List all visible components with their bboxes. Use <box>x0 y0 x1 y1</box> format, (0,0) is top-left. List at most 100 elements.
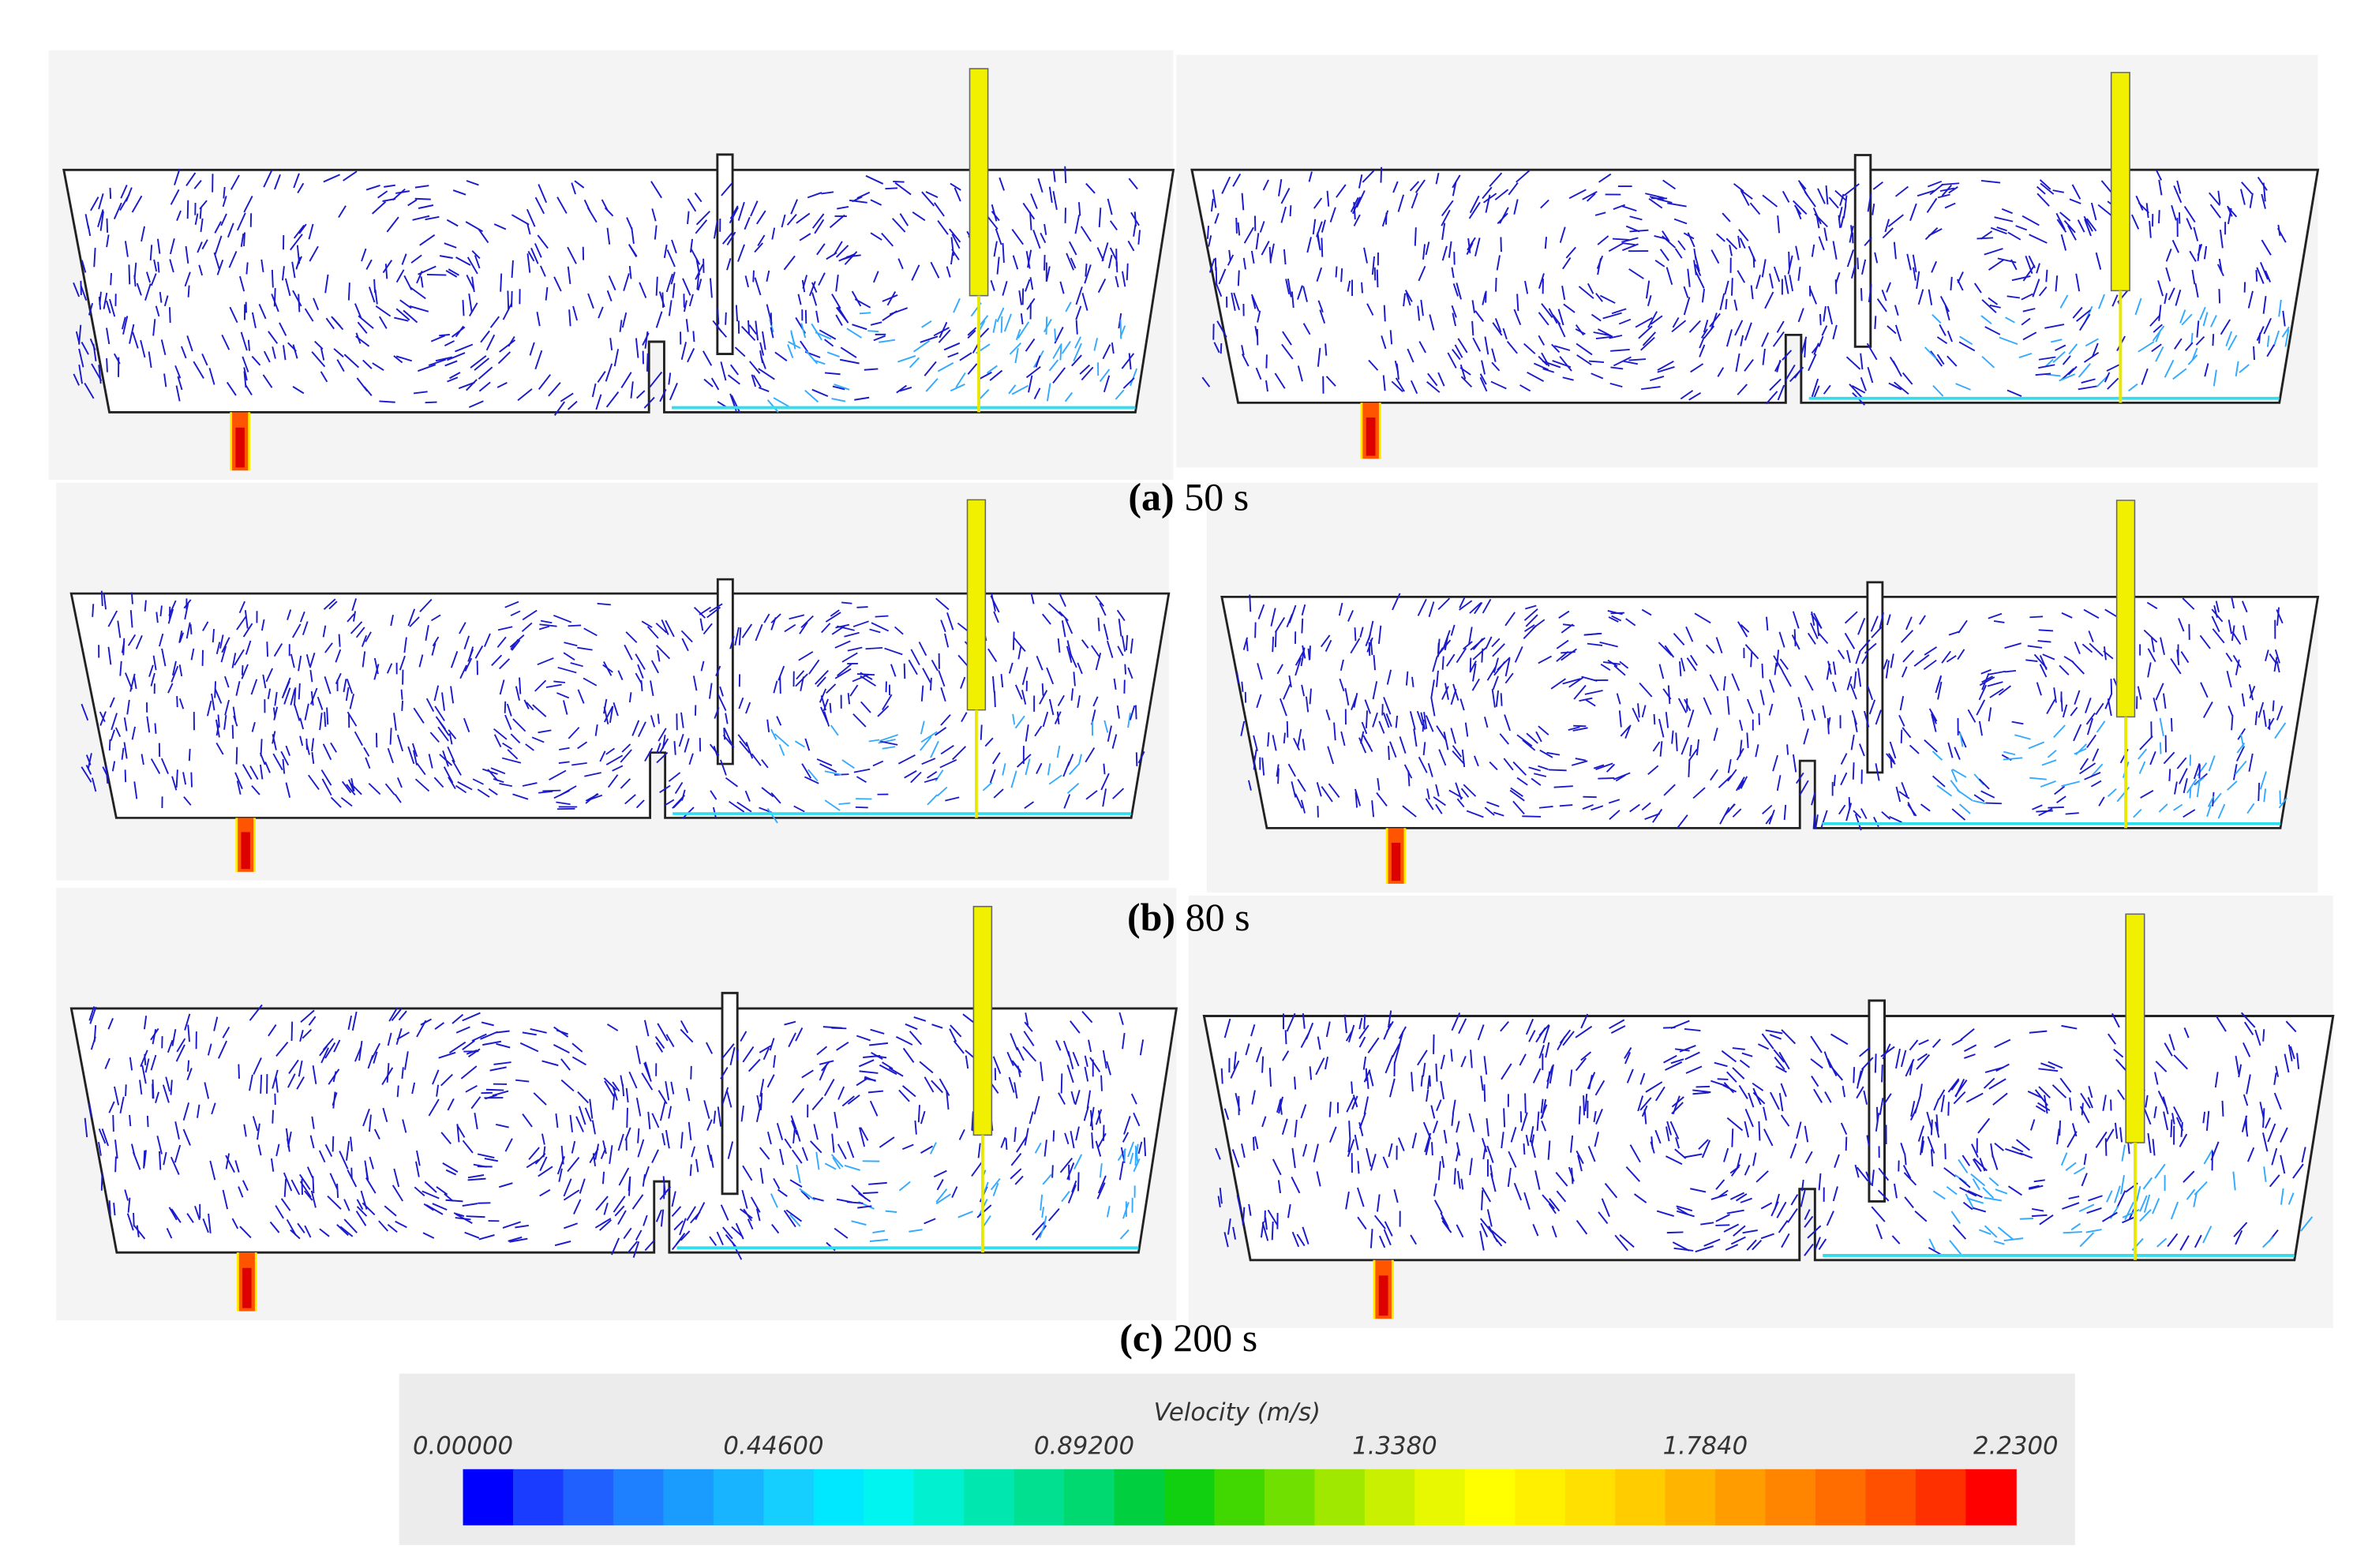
flow-vector <box>1931 313 1942 324</box>
flow-vector <box>2171 239 2179 253</box>
flow-vector <box>563 1178 572 1197</box>
flow-vector <box>1471 300 1476 313</box>
flow-vector <box>606 1024 619 1031</box>
flow-vector <box>984 737 994 747</box>
flow-vector <box>1133 1158 1141 1173</box>
flow-vector <box>922 668 931 683</box>
flow-vector <box>1325 709 1331 720</box>
flow-vector <box>1436 1099 1442 1111</box>
flow-vector <box>913 1016 927 1022</box>
flow-vector <box>872 271 879 283</box>
flow-vector <box>440 1073 453 1087</box>
flow-vector <box>207 1043 212 1056</box>
flow-vector <box>132 1151 141 1170</box>
flow-vector <box>873 335 886 342</box>
flow-vector <box>133 262 137 279</box>
flow-vector <box>500 273 503 292</box>
flow-vector <box>446 352 466 361</box>
flow-vector <box>1886 614 1891 626</box>
flow-vector <box>274 691 278 706</box>
flow-vector <box>655 276 658 296</box>
flow-vector <box>2284 329 2290 347</box>
flow-vector <box>298 683 301 700</box>
baffle <box>1853 154 1872 348</box>
flow-vector <box>599 750 606 762</box>
flow-vector <box>1917 189 1935 197</box>
flow-vector <box>2193 1192 2198 1207</box>
flow-vector <box>1882 1043 1891 1060</box>
flow-vector <box>1889 741 1897 759</box>
flow-vector <box>474 646 484 659</box>
flow-vector <box>865 174 884 185</box>
flow-vector <box>933 327 950 337</box>
flow-vector <box>1972 1158 1982 1173</box>
flow-vector <box>1468 201 1481 219</box>
flow-vector <box>1928 228 1943 237</box>
flow-vector <box>1542 368 1555 373</box>
flow-vector <box>771 227 776 240</box>
flow-vector <box>1749 202 1761 215</box>
flow-vector <box>348 779 354 791</box>
flow-vector <box>1433 1121 1439 1133</box>
flow-vector <box>2267 1123 2276 1143</box>
flow-vector <box>1994 1143 2005 1151</box>
flow-vector <box>1523 1192 1531 1211</box>
flow-vector <box>430 614 441 622</box>
flow-vector <box>293 224 305 239</box>
flow-vector <box>2173 1054 2188 1070</box>
flow-vector <box>1904 1196 1914 1209</box>
flow-vector <box>1115 275 1119 288</box>
flow-vector <box>1063 794 1071 809</box>
colorbar-segment <box>1064 1469 1115 1525</box>
flow-vector <box>2038 364 2055 369</box>
flow-vector <box>1451 267 1455 279</box>
flow-vector <box>2171 1113 2175 1125</box>
flow-vector <box>328 1068 340 1085</box>
flow-vector <box>286 1218 297 1237</box>
flow-vector <box>644 331 649 349</box>
flow-vector <box>870 321 882 326</box>
flow-vector <box>1990 226 2007 235</box>
flow-vector <box>242 623 253 638</box>
flow-vector <box>2038 1068 2059 1072</box>
flow-vector <box>469 302 478 316</box>
flow-vector <box>1662 688 1672 700</box>
flow-vector <box>2084 219 2092 237</box>
flow-vector <box>1827 305 1834 325</box>
flow-vector <box>918 642 927 657</box>
flow-vector <box>613 702 619 717</box>
flow-vector <box>322 625 327 638</box>
flow-vector <box>135 634 143 649</box>
flow-vector <box>363 747 370 757</box>
baffle <box>721 991 739 1196</box>
flow-vector <box>1817 188 1826 204</box>
flow-vector <box>811 1096 824 1110</box>
flow-vector <box>1906 253 1912 271</box>
flow-vector <box>1654 1129 1662 1144</box>
flow-vector <box>1988 612 2003 619</box>
flow-vector <box>1674 248 1683 259</box>
flow-vector <box>240 331 248 351</box>
flow-vector <box>2088 631 2094 642</box>
flow-vector <box>114 727 122 737</box>
flow-vector <box>1591 313 1602 322</box>
flow-vector <box>1103 763 1106 775</box>
flow-vector <box>304 703 309 720</box>
flow-vector <box>509 1237 528 1243</box>
flow-vector <box>1321 238 1324 257</box>
flow-vector <box>603 706 609 725</box>
flow-vector <box>992 319 997 333</box>
flow-vector <box>2232 764 2238 780</box>
flow-vector <box>350 1136 353 1151</box>
flow-vector <box>1389 330 1393 345</box>
flow-vector <box>1823 306 1827 322</box>
flow-vector <box>2111 294 2119 307</box>
flow-vector <box>1778 1219 1789 1233</box>
flow-vector <box>844 251 858 265</box>
flow-vector <box>1726 1071 1737 1083</box>
flow-vector <box>2101 1211 2118 1222</box>
flow-vector <box>938 670 946 687</box>
flow-vector <box>1588 1074 1593 1090</box>
flow-vector <box>587 293 594 309</box>
flow-vector <box>1072 1051 1080 1067</box>
